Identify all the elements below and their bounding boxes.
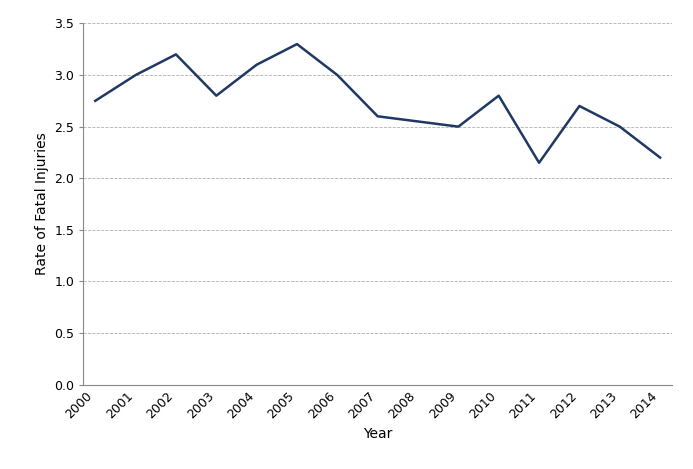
X-axis label: Year: Year [363,427,392,441]
Y-axis label: Rate of Fatal Injuries: Rate of Fatal Injuries [35,133,49,275]
